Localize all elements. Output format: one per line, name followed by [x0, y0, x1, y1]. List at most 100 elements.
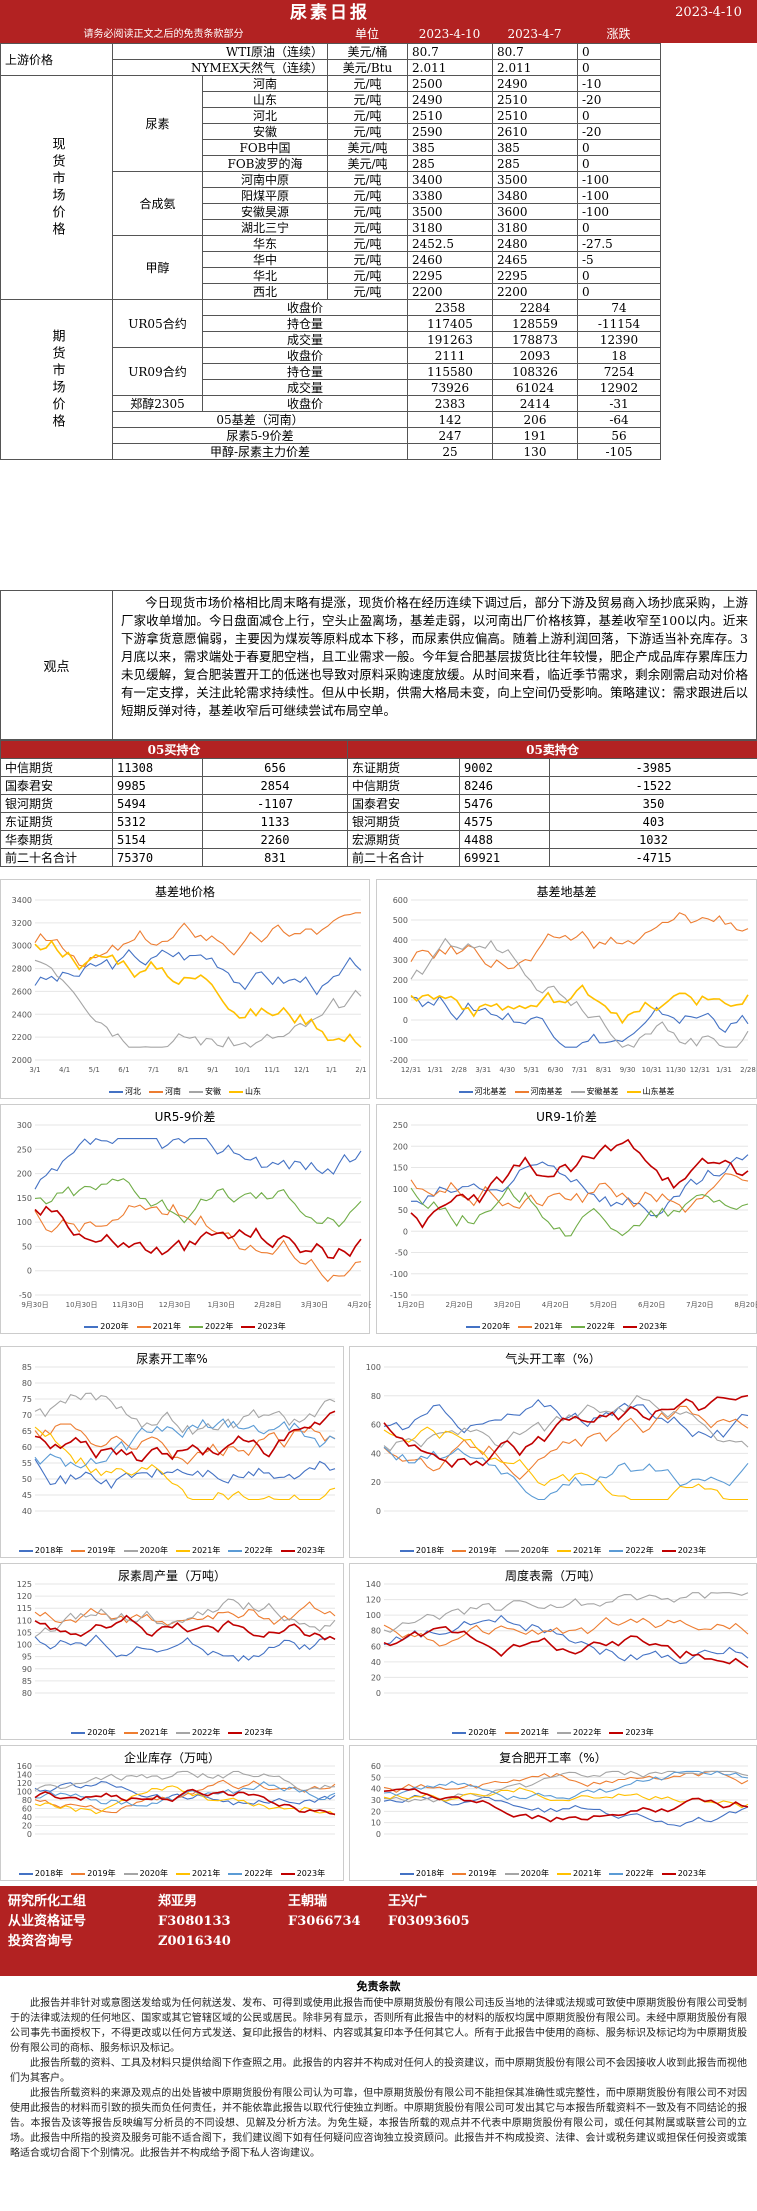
series-line [34, 959, 362, 1048]
long-header: 05买持仓 [0, 740, 349, 759]
futures-cell: -11154 [577, 315, 661, 332]
spot-cell: 元/吨 [327, 251, 408, 268]
chart-title: 企业库存（万吨） [123, 1751, 220, 1765]
y-tick-label: 3200 [12, 919, 32, 928]
legend-item: 2022年 [557, 1728, 601, 1737]
y-tick-label: 140 [17, 1771, 32, 1780]
y-tick-label: 40 [371, 1658, 381, 1667]
position-row: 国泰君安 9985 2854 中信期货 8246 -1522 [0, 776, 757, 795]
legend-item: 2018年 [399, 1546, 444, 1555]
y-tick-label: 100 [17, 1788, 32, 1797]
legend-item: 2020年 [123, 1546, 168, 1555]
legend-item: 2023年 [280, 1546, 326, 1555]
legend-label: 安徽 [205, 1087, 221, 1096]
x-tick-label: 6/30 [548, 1066, 564, 1074]
legend-item: 2022年 [609, 1869, 654, 1878]
legend-item: 安徽 [189, 1087, 221, 1096]
futures-label: 期货市场价格 [0, 299, 113, 460]
x-tick-label: 1月30日 [208, 1301, 235, 1309]
y-tick-label: 150 [393, 1164, 408, 1173]
y-tick-label: 30 [371, 1796, 381, 1805]
legend-swatch-icon [570, 1325, 585, 1328]
futures-cell: 128559 [492, 315, 578, 332]
futures-extra-item: 甲醇-尿素主力价差 [112, 443, 408, 460]
chart-legend: 河北基差 河南基差 安徽基差 山东基差 [377, 1086, 756, 1097]
y-tick-label: 60 [22, 1443, 32, 1452]
legend-label: 2021年 [139, 1728, 168, 1737]
y-tick-label: 20 [371, 1673, 381, 1682]
legend-item: 2022年 [228, 1546, 273, 1555]
legend-item: 2022年 [609, 1546, 654, 1555]
futures-item: 成交量 [202, 331, 408, 348]
legend-swatch-icon [518, 1325, 533, 1328]
upstream-cell: 2.011 [407, 59, 493, 76]
legend-swatch-icon [609, 1872, 624, 1875]
x-tick-label: 1/31 [716, 1066, 732, 1074]
x-tick-label: 10/31 [642, 1066, 662, 1074]
legend-item: 2019年 [452, 1546, 497, 1555]
legend-item: 山东基差 [626, 1087, 675, 1096]
legend-item: 2023年 [609, 1728, 654, 1737]
legend-item: 2020年 [84, 1322, 129, 1331]
upstream-cell: 80.7 [492, 43, 578, 60]
chart-c8: 周度表需（万吨） 140 120 100 80 60 40 20 0 2020年 2021年 2022… [349, 1563, 757, 1740]
y-tick-label: 140 [366, 1580, 381, 1589]
y-tick-label: 85 [22, 1363, 32, 1372]
x-tick-label: 2/1 [355, 1066, 366, 1074]
spot-cell: -20 [577, 123, 661, 140]
series-line [410, 984, 749, 1025]
x-tick-label: 2月20日 [445, 1301, 472, 1309]
legend-label: 2020年 [139, 1869, 168, 1878]
long-change: 656 [201, 758, 349, 777]
spot-cell: 3500 [407, 203, 493, 220]
spot-item: 华中 [202, 251, 328, 268]
spot-cell: 元/吨 [327, 235, 408, 252]
series-line [34, 1418, 336, 1469]
legend-label: 2021年 [573, 1546, 602, 1555]
legend-swatch-icon [609, 1549, 624, 1552]
legend-item: 2020年 [123, 1869, 168, 1878]
upstream-cell: 美元/桶 [327, 43, 408, 60]
spot-cell: 2590 [407, 123, 493, 140]
legend-swatch-icon [71, 1872, 86, 1875]
y-tick-label: 200 [393, 976, 408, 985]
spot-cell: 元/吨 [327, 267, 408, 284]
spot-cell: -100 [577, 187, 661, 204]
price-table: 上游价格 WTI原油（连续） 美元/桶 80.7 80.7 0 NYMEX天然气（连续） 美元… [0, 43, 661, 460]
x-tick-label: 2月28日 [254, 1301, 281, 1309]
spot-cell: 2200 [407, 283, 493, 300]
legend-swatch-icon [452, 1549, 467, 1552]
y-tick-label: 2200 [12, 1033, 32, 1042]
y-tick-label: 60 [371, 1642, 381, 1651]
disclaimer-p1: 此报告并非针对或意图送发给或为任何就送发、发布、可得到或使用此报告而使中原期货股… [10, 1998, 747, 2054]
position-row: 银河期货 5494 -1107 国泰君安 5476 350 [0, 794, 757, 813]
spot-cell: 2480 [492, 235, 578, 252]
series-line [34, 912, 361, 968]
series-line [34, 1426, 336, 1501]
y-tick-label: 40 [371, 1785, 381, 1794]
legend-label: 2023年 [296, 1546, 326, 1555]
legend-swatch-icon [176, 1872, 190, 1875]
legend-item: 河北 [109, 1087, 141, 1096]
short-header: 05卖持仓 [347, 740, 757, 759]
futures-cell: 2383 [407, 395, 493, 412]
spot-cell: 元/吨 [327, 123, 408, 140]
series-line [383, 1592, 749, 1633]
futures-cell: 117405 [407, 315, 493, 332]
short-broker: 前二十名合计 [347, 848, 461, 867]
chart-legend: 2018年 2019年 2020年 2021年 2022年 2023年 [1, 1545, 343, 1556]
series-line [34, 949, 362, 996]
legend-item: 2020年 [504, 1869, 549, 1878]
y-tick-label: 40 [22, 1813, 32, 1822]
spot-cell: 0 [577, 283, 661, 300]
chart-title: UR5-9价差 [154, 1110, 216, 1124]
x-tick-label: 11/1 [264, 1066, 280, 1074]
long-broker: 国泰君安 [0, 776, 113, 795]
futures-group-ur09: UR09合约 [112, 347, 203, 396]
spot-cell: 元/吨 [327, 203, 408, 220]
chart-legend: 2020年 2021年 2022年 2023年 [377, 1321, 756, 1332]
legend-item: 2022年 [228, 1869, 273, 1878]
futures-cell: 2358 [407, 299, 493, 316]
position-row: 中信期货 11308 656 东证期货 9002 -3985 [0, 758, 757, 777]
view-text: 今日现货市场价格相比周末略有提涨，现货价格在经历连续下调过后，部分下游及贸易商入… [121, 595, 748, 718]
